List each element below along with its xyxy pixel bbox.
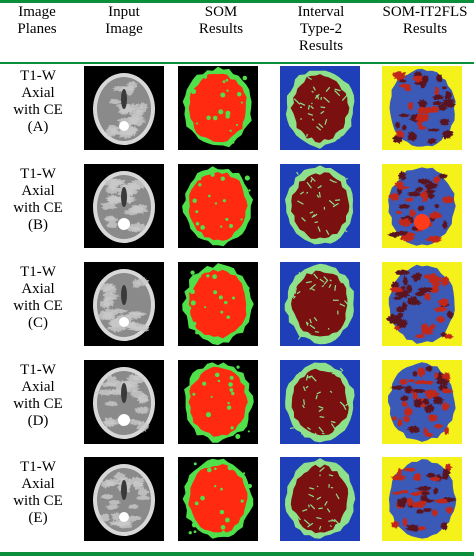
brain-scan-image (280, 360, 360, 444)
brain-scan-image (84, 66, 164, 150)
brain-scan-image (382, 66, 462, 150)
row-label-line: T1-W (20, 166, 56, 182)
brain-scan-image (84, 164, 164, 248)
brain-scan-image (84, 457, 164, 541)
input-image-cell (84, 457, 164, 541)
input-image-cell (84, 66, 164, 150)
som-result-cell (178, 66, 258, 150)
header-interval-type2-results: Interval Type-2 Results (276, 4, 366, 55)
row-label-line: (D) (27, 413, 49, 429)
brain-scan-image (280, 262, 360, 346)
brain-scan-image (280, 457, 360, 541)
header-line: Type-2 (299, 21, 343, 37)
interval-type2-result-cell (280, 360, 360, 444)
row-label-line: (C) (28, 315, 48, 331)
row-label-line: with CE (13, 493, 63, 509)
brain-scan-image (382, 262, 462, 346)
row-label: T1-W Axial with CE (E) (6, 459, 70, 527)
row-label-line: T1-W (20, 362, 56, 378)
header-line: Image (18, 4, 56, 20)
brain-scan-image (280, 66, 360, 150)
brain-scan-image (178, 164, 258, 248)
row-label-line: T1-W (20, 264, 56, 280)
header-line: SOM-IT2FLS (382, 4, 468, 20)
header-line: Input (108, 4, 140, 20)
row-label-line: Axial (21, 379, 55, 395)
header-line: Planes (17, 21, 57, 37)
som-result-cell (178, 457, 258, 541)
header-image-planes: Image Planes (4, 4, 70, 38)
som-result-cell (178, 164, 258, 248)
row-label: T1-W Axial with CE (A) (6, 68, 70, 136)
row-label-line: with CE (13, 298, 63, 314)
row-label-line: (A) (27, 119, 49, 135)
som-it2fls-result-cell (382, 164, 462, 248)
row-label-line: with CE (13, 396, 63, 412)
header-line: Interval (297, 4, 345, 20)
row-label-line: Axial (21, 183, 55, 199)
row-label-line: with CE (13, 200, 63, 216)
header-line: SOM (204, 4, 238, 20)
brain-scan-image (178, 262, 258, 346)
som-it2fls-result-cell (382, 262, 462, 346)
brain-scan-image (178, 360, 258, 444)
row-label-line: Axial (21, 281, 55, 297)
row-label-line: Axial (21, 476, 55, 492)
interval-type2-result-cell (280, 66, 360, 150)
header-som-results: SOM Results (178, 4, 264, 38)
brain-scan-image (382, 360, 462, 444)
header-som-it2fls-results: SOM-IT2FLS Results (376, 4, 474, 38)
brain-scan-image (382, 457, 462, 541)
table-top-rule (0, 0, 474, 3)
row-label: T1-W Axial with CE (B) (6, 166, 70, 234)
row-label-line: with CE (13, 102, 63, 118)
brain-scan-image (84, 360, 164, 444)
row-label-line: (B) (28, 217, 48, 233)
som-result-cell (178, 360, 258, 444)
row-label-line: T1-W (20, 459, 56, 475)
interval-type2-result-cell (280, 262, 360, 346)
row-label-line: Axial (21, 85, 55, 101)
input-image-cell (84, 164, 164, 248)
brain-scan-image (178, 457, 258, 541)
input-image-cell (84, 262, 164, 346)
header-input-image: Input Image (84, 4, 164, 38)
interval-type2-result-cell (280, 164, 360, 248)
brain-scan-image (382, 164, 462, 248)
row-label-line: (E) (28, 510, 48, 526)
som-it2fls-result-cell (382, 457, 462, 541)
som-it2fls-result-cell (382, 360, 462, 444)
row-label-line: T1-W (20, 68, 56, 84)
header-line: Image (105, 21, 143, 37)
header-line: Results (402, 21, 448, 37)
table-bottom-rule (0, 552, 474, 556)
row-label: T1-W Axial with CE (D) (6, 362, 70, 430)
som-it2fls-result-cell (382, 66, 462, 150)
header-rule (0, 62, 474, 64)
interval-type2-result-cell (280, 457, 360, 541)
brain-scan-image (84, 262, 164, 346)
header-line: Results (298, 38, 344, 54)
som-result-cell (178, 262, 258, 346)
input-image-cell (84, 360, 164, 444)
brain-scan-image (280, 164, 360, 248)
row-label: T1-W Axial with CE (C) (6, 264, 70, 332)
header-line: Results (198, 21, 244, 37)
brain-scan-image (178, 66, 258, 150)
